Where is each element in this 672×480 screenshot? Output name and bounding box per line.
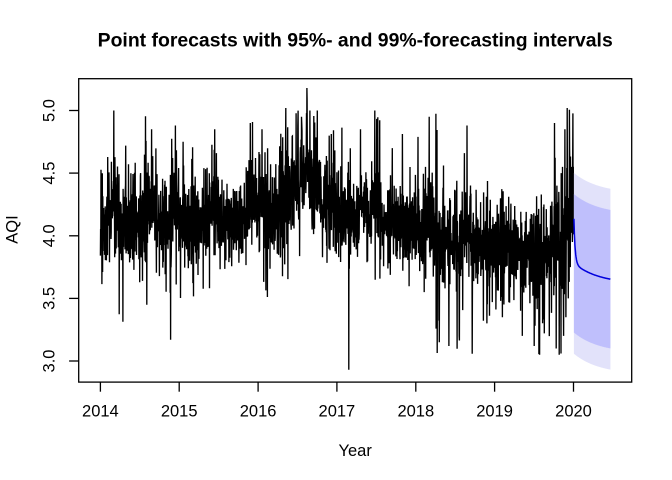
svg-text:2020: 2020 <box>555 403 592 421</box>
svg-text:5.0: 5.0 <box>41 99 59 122</box>
svg-text:2018: 2018 <box>397 403 434 421</box>
svg-text:4.5: 4.5 <box>41 162 59 185</box>
svg-text:Point forecasts with 95%- and: Point forecasts with 95%- and 99%-foreca… <box>98 30 613 52</box>
svg-text:2014: 2014 <box>82 403 119 421</box>
svg-text:AQI: AQI <box>4 215 22 243</box>
svg-text:2017: 2017 <box>319 403 356 421</box>
svg-text:3.5: 3.5 <box>41 287 59 310</box>
svg-text:2019: 2019 <box>476 403 513 421</box>
svg-text:Year: Year <box>339 442 373 460</box>
svg-text:2016: 2016 <box>240 403 277 421</box>
svg-text:3.0: 3.0 <box>41 350 59 373</box>
svg-text:4.0: 4.0 <box>41 224 59 247</box>
svg-text:2015: 2015 <box>161 403 198 421</box>
